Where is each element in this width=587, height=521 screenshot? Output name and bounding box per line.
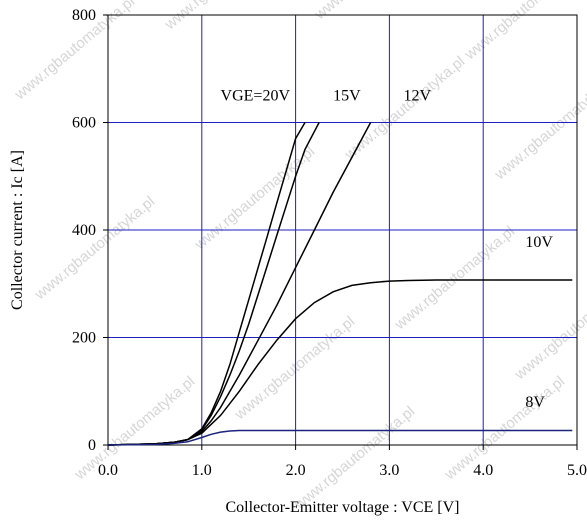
watermark-text: www.rgbautomatyka.pl bbox=[511, 273, 587, 384]
curve-line bbox=[107, 429, 573, 446]
x-tick-label: 2.0 bbox=[286, 462, 306, 479]
watermark-text: www.rgbautomatyka.pl bbox=[341, 53, 468, 164]
watermark-text: www.rgbautomatyka.pl bbox=[71, 373, 198, 484]
watermark-text: www.rgbautomatyka.pl bbox=[391, 223, 518, 334]
y-tick-label: 200 bbox=[72, 330, 96, 347]
y-axis-ticks: 0 200 400 600 800 bbox=[72, 7, 108, 454]
curve-line bbox=[107, 279, 573, 446]
curve-line bbox=[107, 122, 372, 446]
x-tick-label: 3.0 bbox=[379, 462, 399, 479]
y-tick-label: 800 bbox=[72, 7, 96, 24]
curve-labels: VGE=20V 15V 12V 10V 8V bbox=[221, 88, 554, 411]
curve-label: 10V bbox=[525, 234, 553, 251]
watermark-text: www.rgbautomatyka.pl bbox=[311, 0, 438, 24]
watermark-text: www.rgbautomatyka.pl bbox=[491, 73, 587, 184]
y-axis-label: Collector current : Ic [A] bbox=[9, 150, 26, 310]
y-tick-label: 600 bbox=[72, 115, 96, 132]
x-tick-label: 0.0 bbox=[98, 462, 118, 479]
y-tick-label: 400 bbox=[72, 222, 96, 239]
watermark-text: www.rgbautomatyka.pl bbox=[231, 313, 358, 424]
watermark-layer: www.rgbautomatyka.pl www.rgbautomatyka.pl… bbox=[11, 0, 587, 514]
grid bbox=[108, 15, 577, 445]
x-axis-label: Collector-Emitter voltage : VCE [V] bbox=[226, 499, 460, 516]
watermark-text: www.rgbautomatyka.pl bbox=[31, 193, 158, 304]
y-tick-label: 0 bbox=[88, 437, 96, 454]
curve-label: 12V bbox=[403, 88, 431, 105]
watermark-text: www.rgbautomatyka.pl bbox=[291, 403, 418, 514]
curve-label: VGE=20V bbox=[221, 88, 291, 105]
watermark-text: www.rgbautomatyka.pl bbox=[161, 0, 288, 34]
x-axis-ticks: 0.0 1.0 2.0 3.0 4.0 5.0 bbox=[98, 445, 587, 479]
x-tick-label: 1.0 bbox=[192, 462, 212, 479]
watermark-text: www.rgbautomatyka.pl bbox=[461, 0, 587, 64]
watermark-text: www.rgbautomatyka.pl bbox=[441, 373, 568, 484]
watermark-text: www.rgbautomatyka.pl bbox=[191, 143, 318, 254]
x-tick-label: 4.0 bbox=[473, 462, 493, 479]
curves bbox=[107, 122, 573, 446]
curve-label: 8V bbox=[525, 394, 545, 411]
curve-label: 15V bbox=[333, 88, 361, 105]
x-tick-label: 5.0 bbox=[567, 462, 587, 479]
